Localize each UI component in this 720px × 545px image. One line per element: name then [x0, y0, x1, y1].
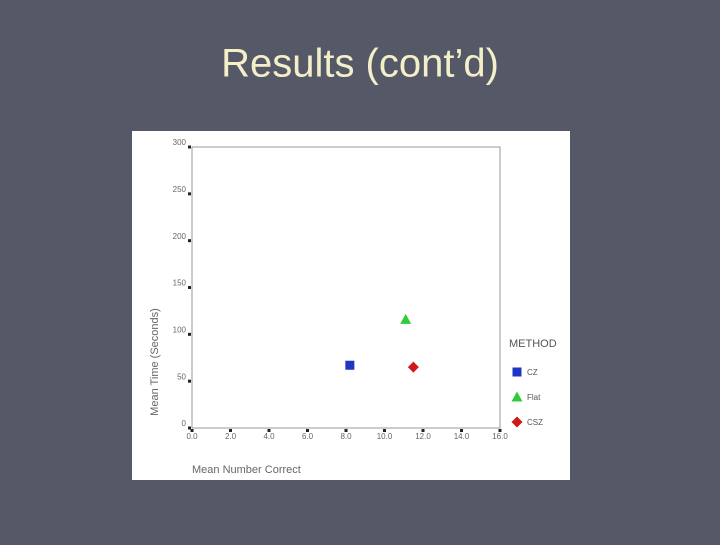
chart-panel — [132, 131, 570, 480]
x-tick-mark — [421, 429, 425, 432]
data-point — [345, 360, 355, 370]
x-tick-label: 8.0 — [340, 432, 352, 441]
y-tick-mark — [188, 192, 191, 196]
y-tick-mark — [188, 239, 191, 243]
data-point — [400, 313, 412, 324]
legend-marker — [511, 391, 523, 402]
x-tick-label: 2.0 — [225, 432, 237, 441]
y-tick-label: 200 — [173, 232, 187, 241]
y-tick-mark — [188, 145, 191, 149]
y-tick-mark — [188, 332, 191, 336]
x-tick-label: 0.0 — [186, 432, 198, 441]
legend-label: CSZ — [527, 418, 543, 427]
x-axis-label: Mean Number Correct — [192, 464, 301, 476]
x-tick-mark — [229, 429, 232, 432]
x-tick-label: 14.0 — [454, 432, 470, 441]
x-tick-label: 12.0 — [415, 432, 431, 441]
x-tick-mark — [306, 429, 309, 432]
y-axis-label: Mean Time (Seconds) — [149, 308, 161, 416]
data-point — [407, 361, 419, 373]
x-tick-mark — [460, 429, 463, 432]
legend-marker — [511, 416, 523, 428]
plot-frame — [191, 146, 501, 429]
x-tick-mark — [267, 429, 271, 432]
x-tick-label: 16.0 — [492, 432, 508, 441]
legend-title: METHOD — [509, 338, 557, 350]
y-tick-label: 300 — [173, 138, 187, 147]
x-tick-mark — [383, 429, 386, 432]
y-tick-label: 250 — [173, 185, 187, 194]
y-tick-mark — [188, 379, 191, 383]
x-tick-label: 4.0 — [263, 432, 275, 441]
slide-title: Results (cont’d) — [221, 42, 499, 86]
y-tick-label: 150 — [173, 279, 187, 288]
x-tick-mark — [498, 429, 502, 432]
x-tick-label: 6.0 — [302, 432, 314, 441]
x-tick-mark — [190, 429, 194, 432]
y-tick-mark — [188, 426, 191, 430]
legend-label: Flat — [527, 393, 541, 402]
y-tick-mark — [188, 286, 191, 289]
legend-marker — [512, 367, 522, 377]
y-tick-label: 0 — [182, 419, 187, 428]
y-tick-label: 100 — [173, 325, 187, 334]
x-tick-mark — [344, 429, 348, 432]
y-tick-label: 50 — [177, 372, 186, 381]
x-tick-label: 10.0 — [377, 432, 393, 441]
legend-label: CZ — [527, 368, 538, 377]
